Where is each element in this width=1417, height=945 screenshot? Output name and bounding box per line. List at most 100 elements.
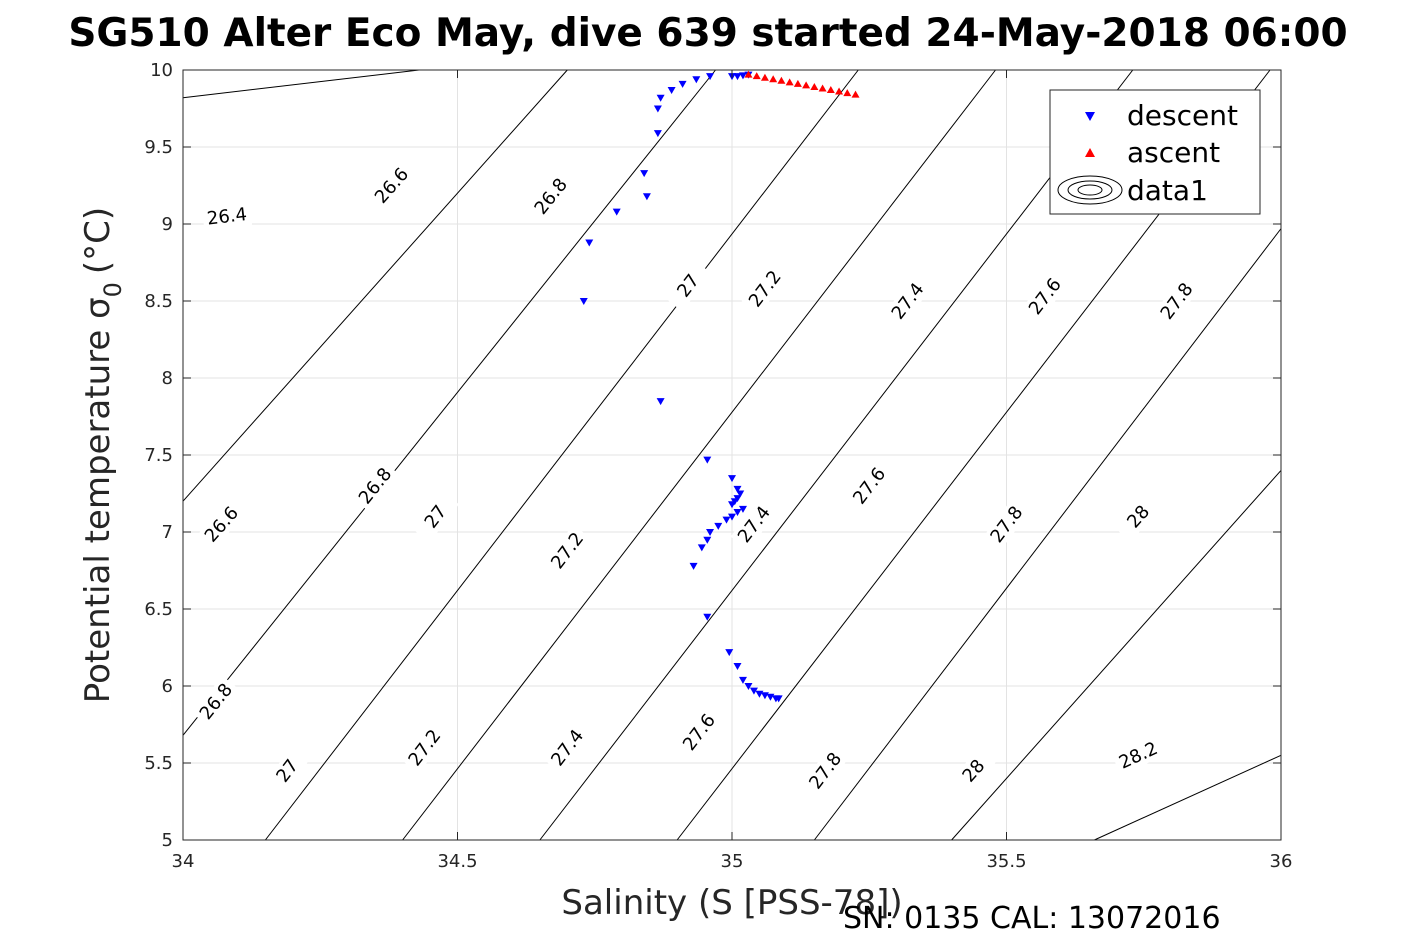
contour-label: 26.4 (206, 204, 248, 230)
grid (182, 69, 1282, 841)
descent-point (706, 73, 715, 81)
descent-point (612, 208, 621, 216)
contour-line (951, 470, 1282, 841)
ascent-point (843, 89, 852, 97)
contour-label-bg (675, 706, 723, 758)
ascent-point (851, 90, 860, 98)
contour-label-bg (263, 744, 311, 797)
ascent-series (744, 70, 860, 98)
descent-point (733, 485, 742, 493)
ascent-point (826, 86, 835, 94)
contour-line (182, 69, 420, 99)
contour-label-bg (351, 460, 399, 512)
ascent-point (752, 72, 761, 80)
descent-point (642, 193, 651, 201)
descent-point (678, 80, 687, 88)
descent-point (706, 529, 715, 536)
contour-line (813, 228, 1282, 841)
contour-label-bg (543, 524, 591, 577)
x-tick-label: 34 (172, 851, 195, 872)
contour-label-bg (543, 721, 591, 774)
descent-point (703, 536, 712, 544)
y-axis-label-group: Potential temperature σ0 (°C) (78, 207, 127, 703)
x-tick-label: 35 (721, 851, 744, 872)
descent-point (774, 695, 783, 703)
contour-label-bg (197, 499, 246, 550)
descent-point (728, 513, 736, 521)
contour-label-bg (949, 745, 998, 796)
descent-point (744, 683, 753, 690)
descent-point (736, 490, 745, 498)
y-axis-label-unit: (°C) (78, 207, 118, 274)
y-tick-label: 9.5 (144, 137, 173, 158)
contour-label-bg (1021, 270, 1069, 323)
descent-point (653, 105, 662, 113)
y-tick-label: 10 (150, 60, 173, 81)
contour-line (402, 69, 996, 841)
descent-point (728, 501, 736, 509)
ascent-point (793, 79, 802, 87)
serial-calibration-footer: SN: 0135 CAL: 13072016 (843, 901, 1221, 936)
descent-point (689, 562, 698, 570)
contour-label-bg (201, 202, 253, 231)
contour-line (182, 69, 716, 736)
legend: descent ascent data1 (1049, 89, 1261, 215)
y-tick-label: 5.5 (144, 753, 173, 774)
descent-point (714, 522, 723, 530)
contour-line (539, 69, 1134, 841)
contour-label-bg (884, 275, 932, 327)
legend-box (1049, 89, 1261, 215)
contour-label-bg (412, 490, 459, 543)
y-tick-label: 6 (162, 676, 173, 697)
contour-label-bg (664, 259, 712, 312)
descent-point (738, 505, 747, 513)
x-tick-label: 36 (1270, 851, 1293, 872)
descent-point (728, 475, 736, 483)
descent-point (697, 544, 706, 552)
x-tick-label: 34.5 (437, 851, 477, 872)
contour-label-bg (1114, 491, 1163, 542)
y-axis-label: Potential temperature σ0 (°C) (78, 207, 127, 703)
contour-line (1094, 754, 1282, 841)
legend-descent-label: descent (1127, 99, 1238, 132)
descent-point (656, 94, 665, 102)
contour-label-bg (192, 675, 240, 728)
descent-point (722, 516, 731, 524)
x-tick-label: 35.5 (986, 851, 1026, 872)
y-axis-label-subscript: 0 (99, 282, 127, 297)
descent-point (703, 456, 712, 464)
y-tick-label: 8 (162, 368, 173, 389)
legend-ascent-marker (1085, 148, 1095, 157)
ascent-point (785, 78, 794, 86)
legend-ascent-label: ascent (1127, 136, 1220, 169)
contour-label-bg (983, 498, 1030, 551)
descent-point (667, 87, 676, 95)
ascent-point (810, 82, 819, 90)
contour-label-bg (845, 460, 893, 512)
y-tick-label: 9 (162, 214, 173, 235)
descent-point (579, 298, 588, 305)
descent-point (733, 662, 742, 670)
ascent-point (818, 84, 827, 92)
contour-label-bg (367, 160, 416, 211)
ascent-point (777, 76, 786, 84)
contour-line (182, 69, 568, 502)
contour-label-bg (527, 170, 575, 222)
ascent-point (760, 73, 769, 81)
descent-point (585, 239, 594, 247)
legend-contour-icon (1057, 175, 1123, 205)
y-tick-label: 8.5 (144, 291, 173, 312)
descent-point (738, 676, 747, 684)
descent-point (749, 687, 758, 695)
descent-point (703, 613, 712, 621)
y-tick-label: 5 (162, 830, 173, 851)
descent-point (725, 649, 734, 657)
contour-lines (182, 69, 1282, 841)
descent-point (653, 130, 662, 138)
y-tick-label: 7.5 (144, 445, 173, 466)
contour-label-bg (401, 721, 448, 774)
x-axis-label: Salinity (S [PSS-78]) (561, 883, 902, 923)
descent-point (738, 72, 747, 80)
contour-label-bg (741, 262, 789, 315)
